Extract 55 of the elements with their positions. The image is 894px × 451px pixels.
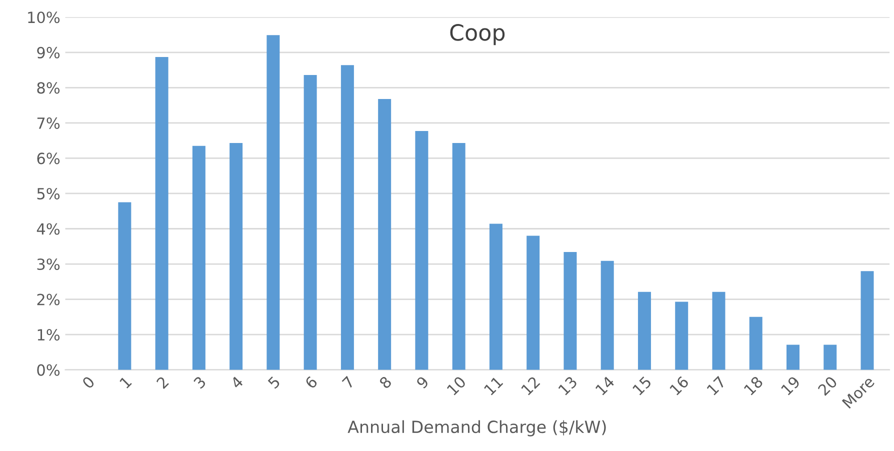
x-tick-label: 0 [82,376,96,390]
x-tick-label: 8 [378,376,392,390]
x-tick-label: 1 [119,376,132,389]
y-tick-label: 1% [38,329,60,341]
x-tick-label: 2 [156,376,169,389]
bar [340,65,354,370]
bar [155,56,168,370]
x-tick-label: 16 [669,376,690,396]
x-tick-label: 18 [743,376,764,396]
bar [600,260,614,370]
bar [712,292,726,370]
bar [192,146,206,370]
y-tick-label: 7% [37,117,60,129]
y-tick-label: 8% [37,82,60,94]
bar [786,344,800,370]
bar [118,202,132,370]
bar [824,344,837,370]
x-tick-label: 5 [267,376,281,390]
bar [489,224,502,370]
bar [266,35,280,370]
y-tick-label: 2% [37,294,60,306]
bar [860,271,874,370]
bar [638,292,651,370]
y-tick-label: 5% [37,188,60,200]
bar [378,98,392,370]
bar [452,143,466,370]
x-tick-label: 3 [193,376,206,390]
bar [304,74,317,370]
x-tick-label: 6 [304,376,318,390]
bar [230,143,243,370]
x-tick-label: 9 [416,376,430,390]
bar [415,131,428,370]
y-tick-label: 6% [37,152,60,164]
y-tick-label: 3% [37,258,60,270]
x-tick-label: 11 [484,376,504,396]
x-tick-label: 19 [780,376,801,396]
bar [564,252,577,370]
y-tick-label: 9% [37,46,60,58]
y-tick-label: 10% [28,12,60,24]
x-axis-title: Annual Demand Charge ($/kW) [348,420,606,436]
bar [526,236,540,370]
x-tick-label: 17 [706,376,726,396]
x-tick-label: 4 [230,376,244,390]
x-tick-label: 12 [520,376,540,396]
x-tick-label: 20 [817,376,838,396]
chart-title: Coop [450,24,505,46]
x-tick-label: 7 [342,376,355,389]
x-tick-label: 13 [558,376,578,396]
bar [675,302,688,370]
x-tick-label: 15 [632,376,652,396]
x-tick-label: 10 [446,376,466,396]
y-tick-label: 4% [36,223,60,235]
x-tick-label: 14 [595,376,615,396]
bar [749,316,762,370]
y-tick-label: 0% [37,364,60,376]
